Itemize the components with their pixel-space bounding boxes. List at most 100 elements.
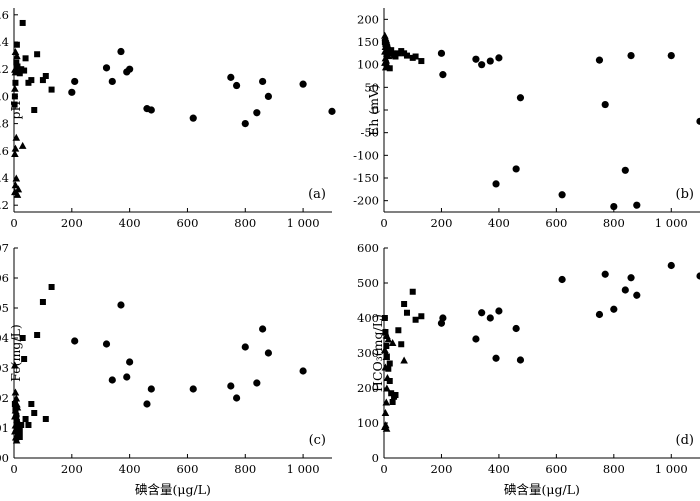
data-point-square — [25, 422, 32, 428]
data-point-triangle — [11, 388, 20, 396]
data-point-circle — [264, 92, 272, 100]
data-point-square — [392, 392, 399, 398]
data-point-square — [39, 299, 46, 305]
data-point-square — [13, 413, 20, 419]
data-point-circle — [123, 373, 131, 381]
data-point-square — [31, 410, 38, 416]
data-point-circle — [633, 291, 641, 299]
data-point-circle — [233, 394, 241, 402]
data-point-circle — [227, 73, 235, 81]
data-point-square — [392, 53, 399, 60]
data-point-circle — [610, 202, 618, 211]
y-tick-label: 0.03 — [0, 361, 9, 375]
data-point-square — [386, 65, 393, 72]
data-point-square — [31, 107, 38, 113]
x-tick-label: 0 — [10, 462, 17, 476]
data-point-circle — [299, 80, 307, 88]
x-tick-label: 0 — [380, 216, 387, 230]
data-point-circle — [601, 100, 609, 109]
data-point-triangle — [11, 48, 20, 56]
x-tick-label: 800 — [234, 462, 256, 476]
y-tick-label: 400 — [357, 311, 379, 325]
y-tick-label: 50 — [364, 80, 379, 94]
data-point-circle — [253, 109, 261, 117]
data-point-square — [11, 101, 18, 108]
data-point-circle — [227, 382, 235, 390]
data-point-square — [18, 422, 25, 428]
y-tick-label: -150 — [353, 171, 379, 185]
data-point-square — [409, 288, 416, 295]
data-point-circle — [486, 57, 494, 65]
x-tick-label: 400 — [488, 216, 510, 230]
data-point-circle — [516, 356, 525, 364]
data-point-square — [418, 58, 425, 65]
data-point-triangle — [381, 346, 389, 353]
data-point-circle — [512, 324, 520, 333]
panel-label: (d) — [676, 433, 694, 448]
data-point-circle — [486, 314, 494, 322]
panel-label: (a) — [308, 187, 326, 202]
data-point-triangle — [18, 141, 27, 149]
x-tick-label: 800 — [603, 462, 625, 476]
data-point-square — [381, 315, 388, 321]
data-point-circle — [610, 305, 618, 313]
data-point-triangle — [11, 361, 19, 369]
data-point-circle — [108, 77, 116, 86]
x-tick-label: 400 — [488, 462, 510, 476]
x-axis-title: 碘含量(μg/L) — [135, 482, 211, 497]
data-point-square — [401, 301, 408, 307]
y-tick-label: 100 — [357, 58, 379, 72]
data-point-square — [34, 332, 41, 338]
data-point-circle — [558, 191, 566, 199]
data-point-circle — [478, 61, 486, 69]
data-point-triangle — [11, 181, 20, 189]
data-point-square — [19, 19, 26, 26]
data-point-circle — [102, 64, 111, 72]
data-point-circle — [259, 325, 267, 333]
data-point-circle — [492, 354, 500, 362]
data-point-triangle — [13, 52, 21, 60]
data-point-circle — [472, 55, 480, 63]
data-point-triangle — [384, 335, 393, 343]
panel-d-hco3: 0 100 200 300 400 500 600 0 200 400 600 800 1 000 HCO… — [357, 241, 700, 497]
data-point-square — [395, 327, 402, 334]
data-point-circle — [601, 270, 609, 278]
x-tick-label: 1 000 — [655, 462, 688, 476]
y-tick-label: -200 — [353, 194, 379, 208]
panel-c-fe: 0.00 0.01 0.02 0.03 0.04 0.05 0.06 0.07 0 200 400 6… — [0, 241, 332, 497]
data-point-circle — [259, 77, 267, 86]
data-point-square — [11, 401, 18, 407]
data-point-circle — [667, 261, 675, 270]
y-tick-label: 7.8 — [0, 117, 9, 131]
y-tick-label: 150 — [357, 35, 379, 49]
y-axis-title: Fe(mg/L) — [8, 324, 23, 382]
data-point-square — [412, 53, 419, 60]
data-point-circle — [299, 367, 307, 375]
data-point-circle — [492, 180, 500, 188]
data-point-circle — [495, 54, 503, 62]
data-point-square — [388, 47, 395, 54]
x-tick-label: 1 000 — [655, 216, 688, 230]
x-tick-label: 1 000 — [287, 216, 320, 230]
x-tick-label: 0 — [10, 216, 17, 230]
data-point-square — [11, 93, 18, 100]
data-point-square — [386, 360, 393, 367]
data-point-square — [16, 434, 23, 440]
data-point-square — [21, 356, 28, 362]
x-tick-label: 200 — [430, 462, 452, 476]
y-tick-label: 0.07 — [0, 241, 9, 255]
y-tick-label: 0.02 — [0, 391, 9, 405]
data-point-circle — [595, 56, 604, 64]
data-point-circle — [117, 301, 125, 309]
panel-label: (c) — [309, 433, 326, 448]
data-point-circle — [147, 385, 155, 393]
y-tick-label: 0 — [372, 103, 379, 117]
y-tick-label: 200 — [357, 381, 379, 395]
x-tick-label: 200 — [61, 462, 83, 476]
data-point-circle — [102, 340, 111, 348]
data-point-circle — [126, 65, 134, 73]
panel-label: (b) — [676, 187, 694, 202]
data-point-square — [42, 416, 49, 422]
data-point-square — [42, 73, 49, 79]
y-tick-label: 8.4 — [0, 35, 9, 49]
